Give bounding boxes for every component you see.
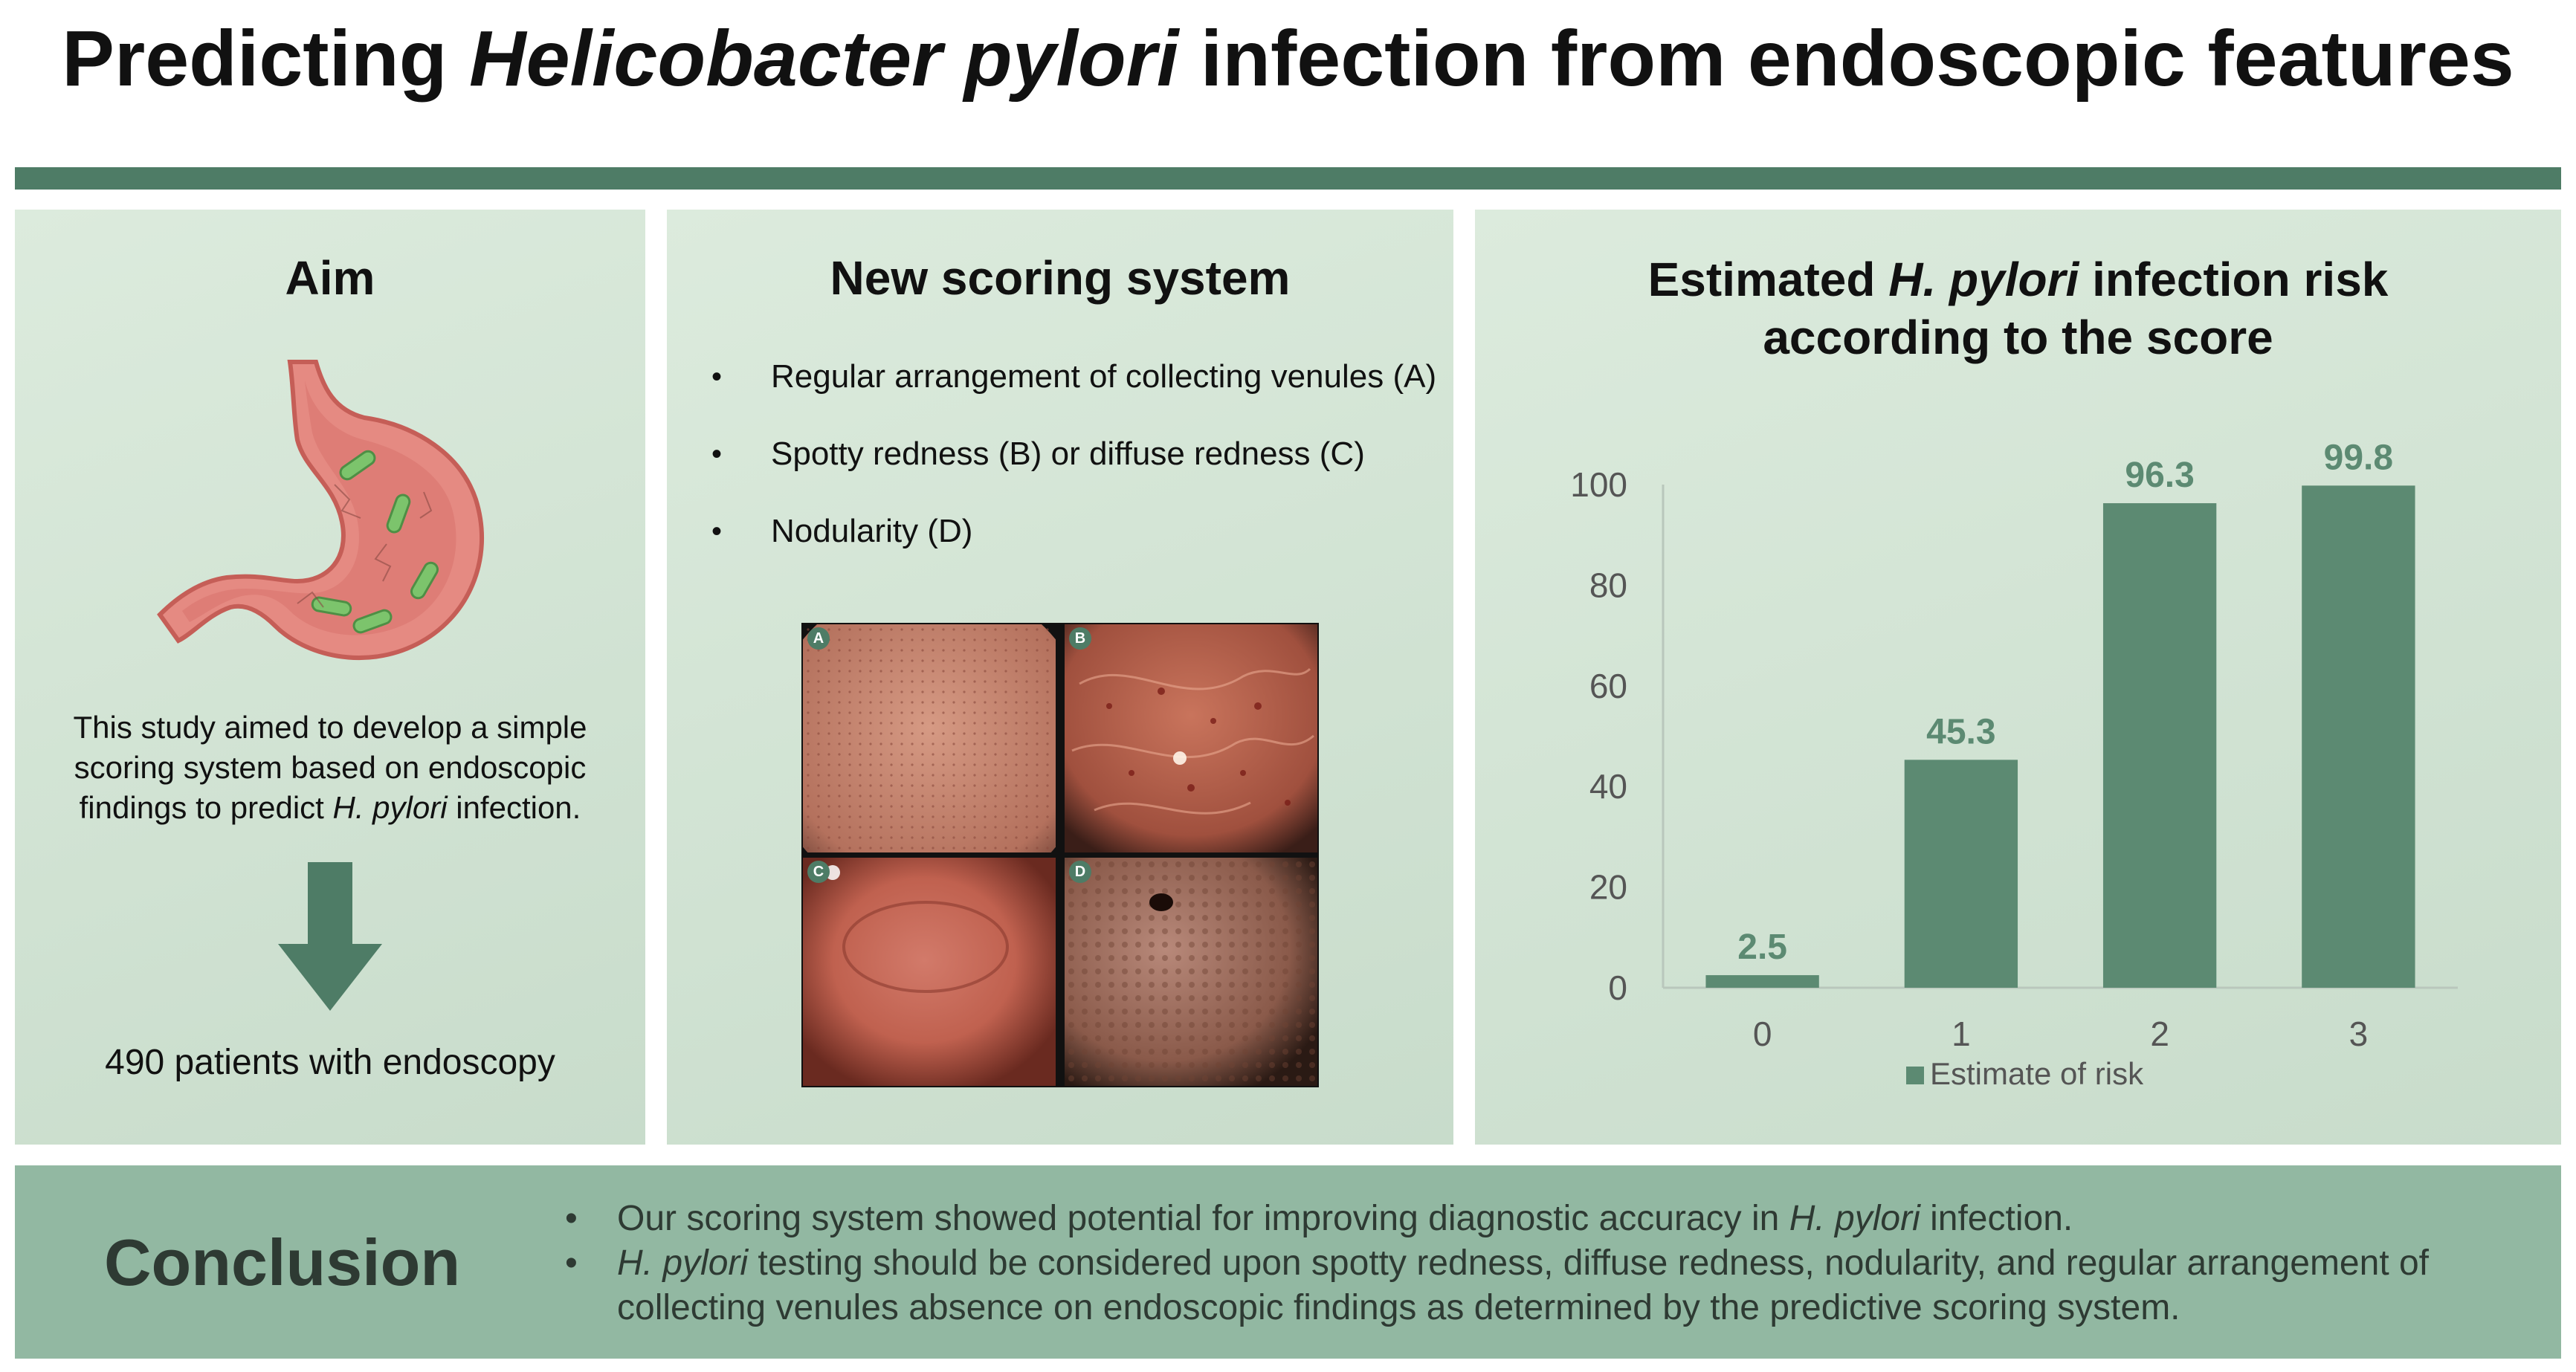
page-title: Predicting Helicobacter pylori infection… (0, 10, 2576, 107)
x-tick-label: 1 (1952, 1015, 1971, 1053)
conclusion-panel: Conclusion Our scoring system showed pot… (15, 1165, 2561, 1359)
aim-heading: Aim (285, 251, 375, 305)
x-tick-label: 0 (1753, 1015, 1772, 1053)
conclusion-heading: Conclusion (104, 1226, 461, 1299)
mucosa-lines (297, 484, 433, 608)
risk-heading-end: infection risk (2079, 253, 2389, 306)
conclusion-item-2-species: H. pylori (617, 1243, 749, 1283)
aim-panel: Aim This study aimed to develop a simple… (15, 210, 645, 1145)
scoring-heading: New scoring system (830, 251, 1291, 305)
bar (2302, 485, 2415, 988)
image-label-b: B (1069, 627, 1091, 650)
title-species: Helicobacter pylori (469, 15, 1179, 103)
stomach-illustration (157, 360, 484, 660)
bar-value-label: 2.5 (1737, 928, 1787, 967)
down-arrow-icon (278, 862, 382, 1011)
title-text-end: infection from endoscopic features (1178, 15, 2514, 103)
legend-swatch (1906, 1067, 1924, 1084)
risk-heading-line2: according to the score (1763, 311, 2273, 364)
image-label-d: D (1069, 861, 1091, 883)
risk-heading-species: H. pylori (1888, 253, 2079, 306)
image-label-c: C (807, 861, 830, 883)
conclusion-item-1-text: Our scoring system showed potential for … (617, 1199, 1789, 1238)
risk-heading-start: Estimated (1647, 253, 1889, 306)
bar (2102, 503, 2217, 988)
conclusion-item-2-text: testing should be considered upon spotty… (617, 1243, 2430, 1327)
y-tick-label: 0 (1608, 968, 1627, 1007)
x-tick-label: 2 (2150, 1015, 2169, 1053)
bar (1705, 975, 1819, 988)
conclusion-item: H. pylori testing should be considered u… (550, 1241, 2520, 1330)
y-tick-label: 100 (1570, 465, 1627, 504)
criterion-item: Regular arrangement of collecting venule… (711, 358, 1440, 436)
scoring-panel: New scoring system Regular arrangement o… (667, 210, 1453, 1145)
y-tick-label: 20 (1589, 868, 1627, 907)
bacteria-group (311, 450, 439, 634)
endoscopy-image-grid: A B C D (801, 623, 1319, 1087)
conclusion-list: Our scoring system showed potential for … (550, 1197, 2520, 1330)
scoring-criteria-list: Regular arrangement of collecting venule… (711, 358, 1440, 590)
image-label-a: A (807, 627, 830, 650)
bar (1904, 760, 2018, 988)
endoscopy-image-d (1065, 858, 1317, 1086)
endoscopy-image-a (803, 624, 1056, 852)
risk-bar-chart: 0 20 40 60 80 100 2.5 0 45.3 1 96.3 2 99.8 3 Estimate … (1570, 438, 2458, 1091)
y-tick-label: 60 (1589, 667, 1627, 705)
risk-panel: Estimated H. pylori infection risk accor… (1475, 210, 2561, 1145)
bar-value-label: 45.3 (1926, 712, 1995, 751)
patients-count: 490 patients with endoscopy (105, 1043, 555, 1082)
x-tick-label: 3 (2349, 1015, 2369, 1053)
aim-description: This study aimed to develop a simple sco… (52, 708, 608, 828)
aim-text-part2: infection. (447, 790, 581, 825)
endoscopy-image-c (803, 858, 1056, 1086)
title-text-start: Predicting (62, 15, 470, 103)
aim-text-species: H. pylori (332, 790, 448, 825)
risk-heading: Estimated H. pylori infection risk accor… (1475, 250, 2561, 366)
conclusion-item-1-species: H. pylori (1789, 1199, 1920, 1238)
endoscopy-image-b (1065, 624, 1317, 852)
y-tick-label: 80 (1589, 566, 1627, 604)
conclusion-item: Our scoring system showed potential for … (550, 1197, 2520, 1241)
bar-value-label: 99.8 (2324, 438, 2393, 477)
bar-value-label: 96.3 (2125, 456, 2194, 495)
criterion-item: Nodularity (D) (711, 513, 1440, 590)
conclusion-item-1-end: infection. (1920, 1199, 2073, 1238)
y-tick-label: 40 (1589, 767, 1627, 806)
criterion-item: Spotty redness (B) or diffuse redness (C… (711, 436, 1440, 513)
legend-label: Estimate of risk (1930, 1056, 2144, 1091)
title-divider (15, 167, 2561, 190)
aim-text-part1: This study aimed to develop a simple sco… (73, 710, 587, 825)
